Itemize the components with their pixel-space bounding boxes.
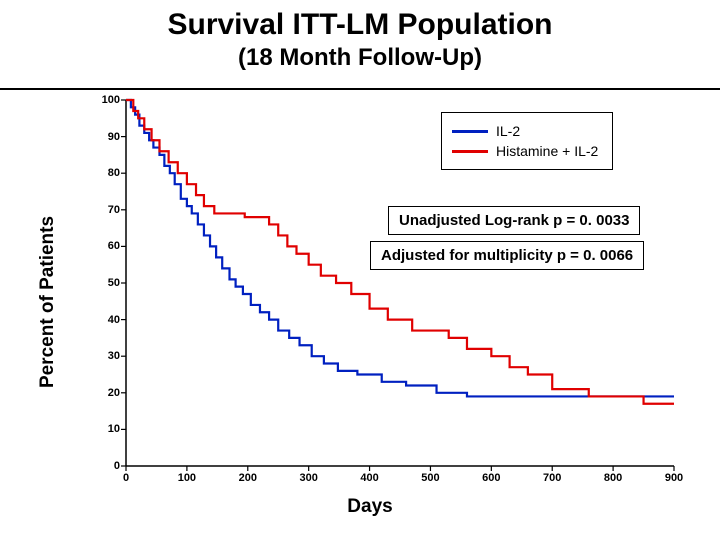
y-tick-label: 80 [108, 167, 126, 179]
stat-annotation: Unadjusted Log-rank p = 0. 0033 [388, 206, 640, 235]
stat-annotation: Adjusted for multiplicity p = 0. 0066 [370, 241, 644, 270]
legend: IL-2 Histamine + IL-2 [441, 112, 613, 170]
y-tick-label: 10 [108, 423, 126, 435]
legend-swatch [452, 150, 488, 153]
x-tick-label: 500 [421, 466, 439, 484]
x-axis-label: Days [347, 496, 392, 518]
y-tick-label: 20 [108, 387, 126, 399]
y-tick-label: 90 [108, 131, 126, 143]
legend-swatch [452, 130, 488, 133]
x-tick-label: 800 [604, 466, 622, 484]
y-axis-label: Percent of Patients [37, 216, 59, 388]
page-subtitle: (18 Month Follow-Up) [0, 44, 720, 72]
x-tick-label: 700 [543, 466, 561, 484]
x-tick-label: 100 [178, 466, 196, 484]
x-tick-label: 300 [299, 466, 317, 484]
x-tick-label: 0 [123, 466, 129, 484]
legend-item: IL-2 [452, 123, 598, 139]
legend-label: IL-2 [496, 123, 520, 139]
x-tick-label: 400 [360, 466, 378, 484]
x-tick-label: 200 [239, 466, 257, 484]
x-tick-label: 600 [482, 466, 500, 484]
legend-item: Histamine + IL-2 [452, 143, 598, 159]
y-tick-label: 40 [108, 314, 126, 326]
legend-label: Histamine + IL-2 [496, 143, 598, 159]
page-title: Survival ITT-LM Population [0, 8, 720, 42]
chart-container: Percent of Patients Days IL-2Histamine +… [50, 92, 690, 512]
y-tick-label: 60 [108, 240, 126, 252]
y-tick-label: 30 [108, 350, 126, 362]
divider [0, 88, 720, 90]
x-tick-label: 900 [665, 466, 683, 484]
y-tick-label: 50 [108, 277, 126, 289]
y-tick-label: 70 [108, 204, 126, 216]
title-block: Survival ITT-LM Population (18 Month Fol… [0, 0, 720, 72]
y-tick-label: 100 [102, 94, 126, 106]
page-root: Survival ITT-LM Population (18 Month Fol… [0, 0, 720, 540]
plot-area: IL-2 Histamine + IL-2 Unadjusted Log-rank… [126, 100, 674, 466]
